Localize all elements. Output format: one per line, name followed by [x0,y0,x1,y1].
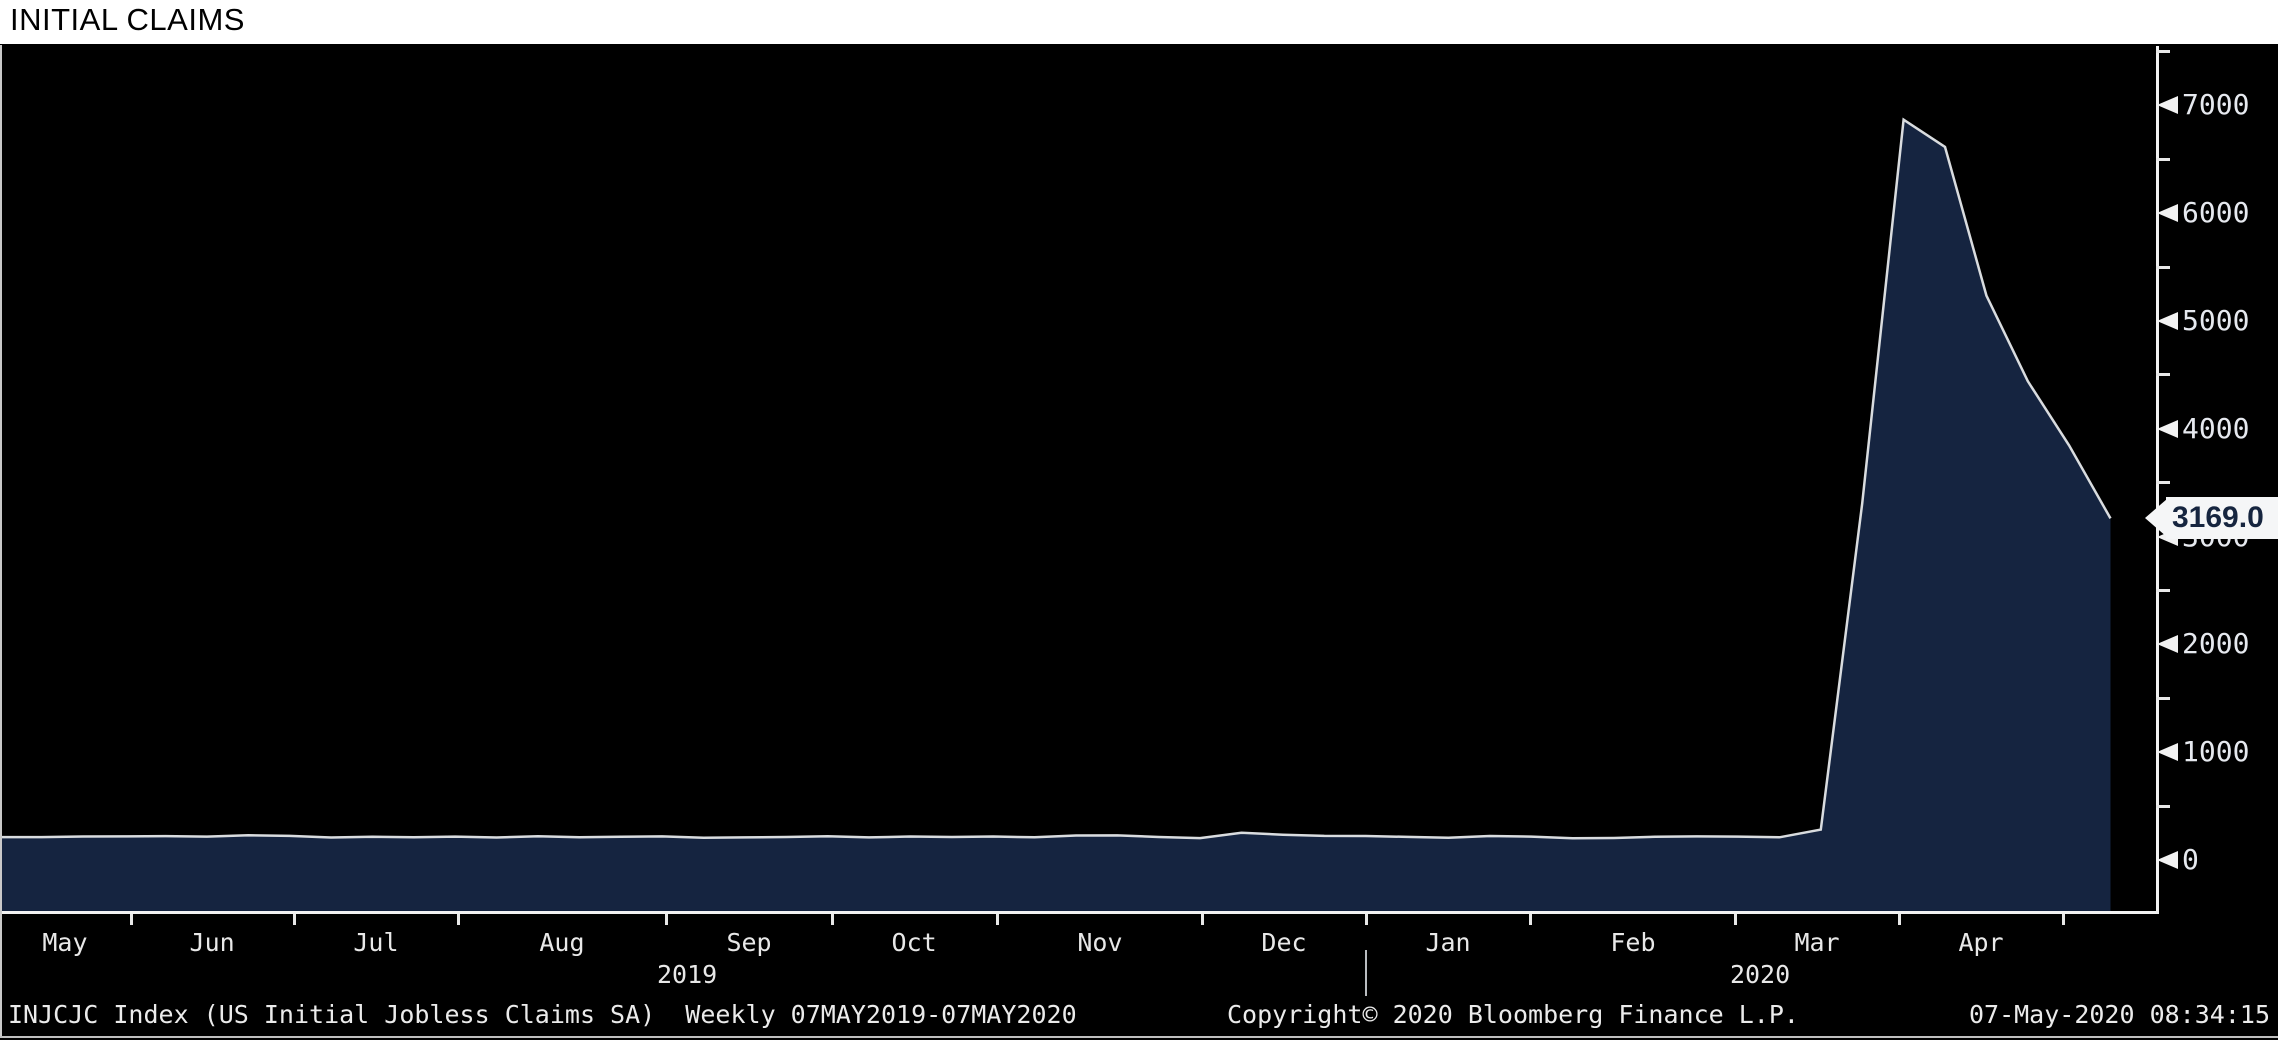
y-axis-line [2156,46,2159,914]
x-month-label: May [42,928,88,957]
x-month-tick [1201,914,1204,925]
x-month-tick [292,914,296,925]
y-tick-arrow-icon [2157,635,2178,654]
y-tick-label: 4000 [2182,411,2250,445]
x-year-label: 2019 [656,960,718,989]
y-tick-label: 1000 [2182,735,2250,769]
y-tick-arrow-icon [2157,743,2178,762]
y-tick-label: 6000 [2182,196,2250,230]
x-month-label: Jul [353,928,399,957]
y-minor-tick [2156,696,2170,700]
y-minor-tick [2156,481,2170,485]
last-value-text: 3169.0 [2172,501,2264,535]
y-minor-tick [2156,373,2170,377]
y-tick-arrow-icon [2157,851,2178,869]
x-month-tick [129,914,133,925]
x-month-tick [2062,914,2066,925]
x-month-label: Jun [189,928,235,957]
y-tick-label: 2000 [2182,627,2250,661]
x-month-label: Sep [726,928,772,957]
x-month-label: Apr [1958,928,2004,957]
y-tick-arrow-icon [2157,419,2178,438]
x-month-tick [830,914,834,925]
x-month-label: Nov [1077,928,1123,957]
x-month-tick [995,914,999,925]
copyright-text: Copyright© 2020 Bloomberg Finance L.P. [1227,1000,1799,1029]
x-month-tick [456,914,460,925]
chart-title-band: INITIAL CLAIMS [0,0,2278,44]
y-minor-tick [2156,589,2170,592]
x-year-label: 2020 [1729,960,1791,989]
x-month-label: Feb [1610,928,1656,957]
window-bottom-border [0,1036,2278,1038]
line-series [0,117,2112,840]
security-description: INJCJC Index (US Initial Jobless Claims … [8,1000,1077,1029]
y-minor-tick [2156,265,2170,269]
year-separator-line [1365,950,1367,996]
x-month-label: Aug [539,928,585,957]
x-month-tick [1898,914,1902,925]
y-tick-label: 7000 [2182,88,2250,122]
x-month-tick [1529,914,1533,925]
y-minor-tick [2156,50,2170,53]
y-tick-label: 0 [2182,843,2199,876]
x-month-tick [1734,914,1738,925]
last-value-arrow-icon [2145,499,2167,538]
chart-title: INITIAL CLAIMS [10,2,245,37]
x-month-label: Dec [1261,928,1307,957]
x-axis-line [0,911,2159,914]
y-minor-tick [2156,804,2170,808]
x-month-label: Oct [891,928,937,957]
y-tick-arrow-icon [2157,204,2178,223]
x-month-label: Mar [1794,928,1840,957]
y-tick-arrow-icon [2157,312,2178,330]
area-series-fill [0,119,2111,911]
x-month-tick [1365,914,1368,925]
claims-area-chart-plot[interactable] [0,45,2158,911]
window-left-border [0,45,2,1036]
timestamp-text: 07-May-2020 08:34:15 [1968,1000,2270,1029]
y-minor-tick [2156,157,2170,161]
x-month-label: Jan [1425,928,1471,957]
last-value-label: 3169.0 [2166,497,2278,540]
status-bar: INJCJC Index (US Initial Jobless Claims … [0,992,2278,1038]
y-tick-label: 5000 [2182,304,2250,337]
x-month-tick [664,914,668,925]
y-tick-arrow-icon [2157,96,2178,115]
